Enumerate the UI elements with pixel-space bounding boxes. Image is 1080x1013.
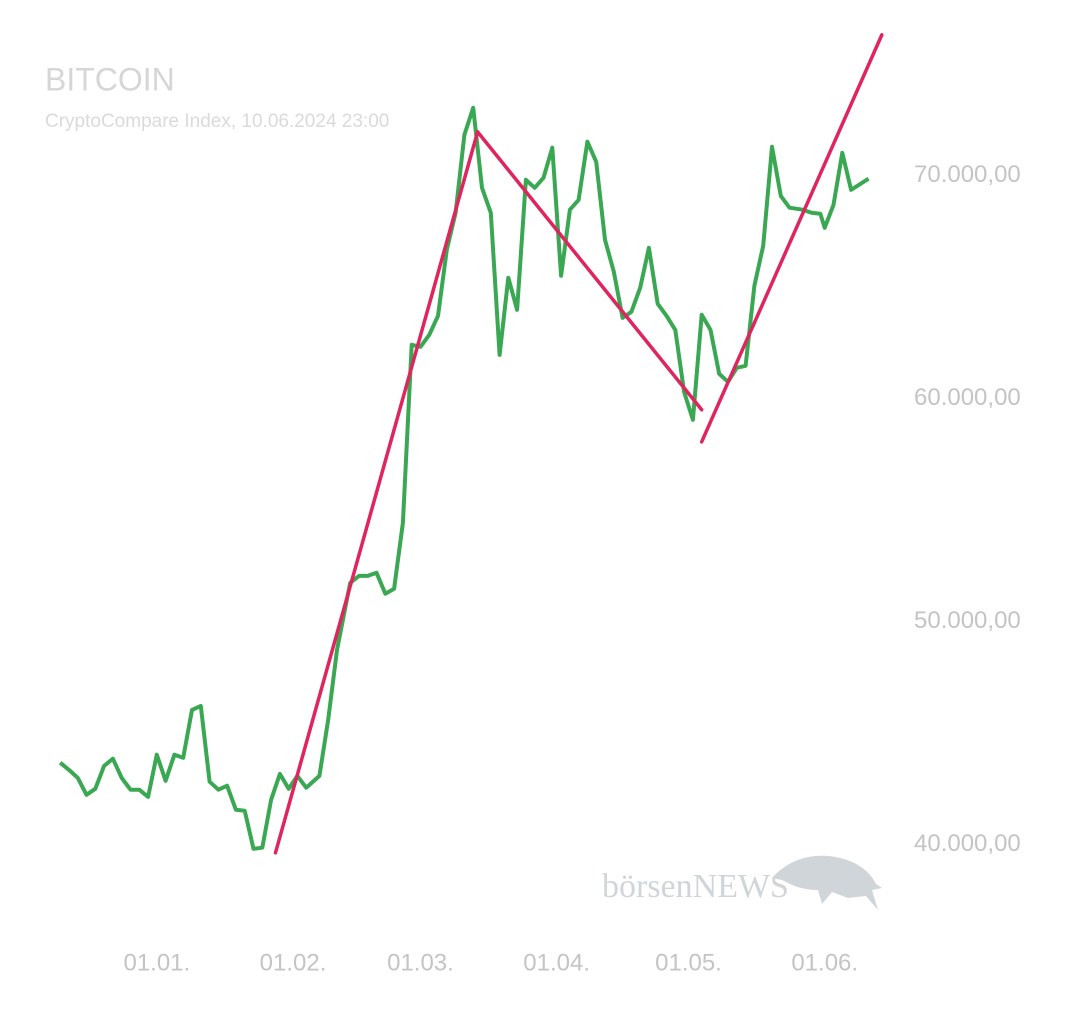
y-tick-label: 50.000,00 — [914, 607, 1021, 634]
x-tick-label: 01.03. — [387, 949, 454, 976]
y-tick-label: 40.000,00 — [914, 830, 1021, 857]
x-tick-label: 01.04. — [523, 949, 590, 976]
x-tick-label: 01.06. — [791, 949, 858, 976]
trend-line — [273, 130, 480, 855]
x-tick-label: 01.05. — [655, 949, 722, 976]
trend-line — [475, 130, 704, 412]
x-tick-label: 01.02. — [260, 949, 327, 976]
trend-line — [699, 33, 884, 444]
chart-subtitle: CryptoCompare Index, 10.06.2024 23:00 — [45, 111, 389, 132]
chart-title: BITCOIN — [45, 61, 175, 97]
x-tick-label: 01.01. — [123, 949, 190, 976]
watermark: börsenNEWS — [602, 868, 789, 905]
y-tick-label: 60.000,00 — [914, 384, 1021, 411]
watermark-bull — [772, 855, 882, 910]
price-line — [58, 105, 870, 851]
y-tick-label: 70.000,00 — [914, 161, 1021, 188]
